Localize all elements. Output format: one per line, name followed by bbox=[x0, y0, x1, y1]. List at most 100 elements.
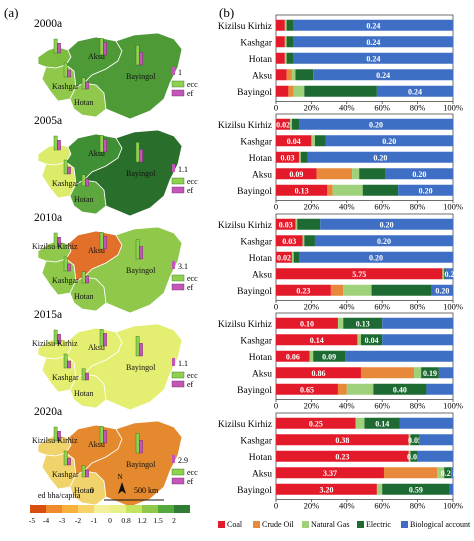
map-ecc-bar bbox=[81, 271, 86, 284]
ef-legend-label: ef bbox=[187, 89, 194, 98]
bar-natural-gas bbox=[299, 151, 301, 163]
map-region-label: Aksu bbox=[88, 343, 105, 352]
legend-label: Crude Oil bbox=[262, 520, 295, 529]
bar-biological-account bbox=[376, 85, 453, 97]
map-region-label: Aksu bbox=[88, 52, 105, 61]
data-label: 0.86 bbox=[311, 369, 325, 378]
bar-coal bbox=[276, 85, 289, 97]
bar-coal bbox=[276, 383, 338, 395]
bar-natural-gas bbox=[293, 85, 305, 97]
data-label: 0.24 bbox=[366, 54, 380, 63]
colorbar-tick: -2 bbox=[75, 516, 81, 525]
map-ecc-bar bbox=[99, 134, 104, 153]
row-label: Hotan bbox=[249, 453, 272, 463]
x-tick-label: 60% bbox=[374, 103, 390, 113]
map-region-label: Bayingol bbox=[126, 72, 156, 81]
map-region-label: Kashgar bbox=[52, 179, 79, 188]
map-year-label-2020a: 2020a bbox=[34, 406, 62, 418]
colorbar-tick: -5 bbox=[29, 516, 35, 525]
row-label: Aksu bbox=[252, 71, 272, 81]
colorbar-swatch bbox=[94, 505, 110, 513]
data-label: 0.06 bbox=[286, 352, 300, 361]
map-region-label: Aksu bbox=[88, 440, 105, 449]
map-region-label: Kizilsu Kirhiz bbox=[32, 242, 78, 251]
bar-electric bbox=[314, 135, 326, 147]
row-label: Kashgar bbox=[240, 436, 272, 446]
map-ecc-bar bbox=[63, 256, 68, 272]
map-ecc-bar bbox=[99, 329, 104, 347]
row-label: Kashgar bbox=[240, 237, 272, 247]
bar-electric bbox=[293, 251, 300, 263]
data-label: 0.24 bbox=[366, 21, 380, 30]
bar-biological-account bbox=[382, 334, 453, 346]
ef-legend-label: ef bbox=[187, 477, 194, 486]
map-ecc-bar bbox=[63, 62, 68, 78]
ef-legend-label: ef bbox=[187, 283, 194, 292]
ecc-legend-swatch bbox=[171, 468, 185, 476]
bar-natural-gas bbox=[332, 184, 363, 196]
bar-natural-gas bbox=[311, 135, 315, 147]
bar-coal bbox=[276, 151, 300, 163]
x-tick-label: 20% bbox=[304, 401, 320, 411]
x-tick-label: 20% bbox=[304, 103, 320, 113]
bar-coal bbox=[276, 118, 291, 130]
map-region-bayingol bbox=[83, 226, 183, 314]
bar-coal bbox=[276, 317, 338, 329]
row-label: Bayingol bbox=[237, 386, 272, 396]
x-tick-label: 60% bbox=[374, 202, 390, 212]
ecc-legend-label: ecc bbox=[187, 177, 198, 186]
x-tick-label: 100% bbox=[443, 401, 463, 411]
map-ecc-bar bbox=[135, 239, 140, 260]
map-ecc-bar bbox=[99, 426, 104, 444]
bar-biological-account bbox=[320, 218, 453, 230]
map-ef-bar bbox=[85, 275, 89, 284]
map-region-label: Bayingol bbox=[126, 460, 156, 469]
map-region-bayingol bbox=[83, 32, 183, 120]
map-ref-bar bbox=[172, 67, 175, 75]
row-label: Hotan bbox=[249, 353, 272, 363]
map-ref-value: 1 bbox=[178, 68, 182, 77]
row-label: Bayingol bbox=[237, 486, 272, 496]
bar-electric bbox=[304, 235, 315, 247]
map-region-label: Bayingol bbox=[126, 169, 156, 178]
bar-electric bbox=[286, 19, 294, 31]
bar-biological-account bbox=[314, 235, 453, 247]
row-label: Aksu bbox=[252, 369, 272, 379]
bar-electric bbox=[286, 52, 294, 64]
bar-electric bbox=[286, 36, 294, 48]
bar-biological-account bbox=[451, 467, 453, 479]
bar-biological-account bbox=[382, 317, 453, 329]
map-ef-bar bbox=[85, 81, 89, 90]
ef-legend-label: ef bbox=[187, 380, 194, 389]
ecc-legend-swatch bbox=[171, 177, 185, 185]
map-region-label: Hotan bbox=[74, 486, 94, 495]
x-tick-label: 60% bbox=[374, 401, 390, 411]
map-ref-bar bbox=[172, 358, 175, 366]
data-label: 0.20 bbox=[373, 153, 387, 162]
bar-natural-gas bbox=[295, 218, 298, 230]
map-region-label: Hotan bbox=[74, 98, 94, 107]
map-region-label: Kashgar bbox=[52, 470, 79, 479]
bar-coal bbox=[276, 268, 443, 280]
map-region-label: Hotan bbox=[74, 292, 94, 301]
bar-biological-account bbox=[398, 184, 453, 196]
map-region-label: Kizilsu Kirhiz bbox=[32, 339, 78, 348]
colorbar-tick: -3 bbox=[59, 516, 65, 525]
bar-crude-oil bbox=[316, 168, 353, 180]
bar-coal bbox=[276, 467, 384, 479]
data-label: 0.23 bbox=[335, 452, 349, 461]
map-ref-value: 2.9 bbox=[178, 456, 188, 465]
x-tick-label: 60% bbox=[374, 302, 390, 312]
map-ef-bar bbox=[67, 166, 71, 175]
data-label: 0.23 bbox=[296, 286, 310, 295]
data-label: 0.65 bbox=[300, 385, 314, 394]
bar-electric bbox=[444, 268, 446, 280]
map-ef-bar bbox=[67, 69, 71, 78]
data-label: 5.75 bbox=[352, 270, 366, 279]
map-region-label: Kashgar bbox=[52, 276, 79, 285]
bar-crude-oil bbox=[286, 69, 292, 81]
map-ef-bar bbox=[103, 236, 107, 250]
data-label: 0.04 bbox=[287, 137, 301, 146]
bar-natural-gas bbox=[414, 367, 422, 379]
